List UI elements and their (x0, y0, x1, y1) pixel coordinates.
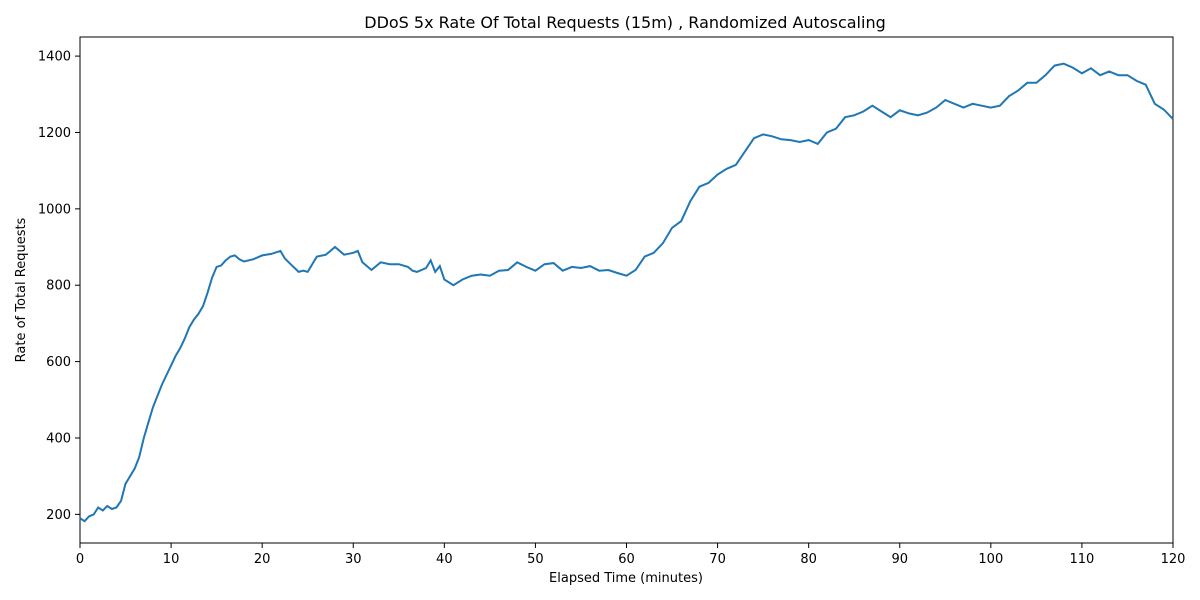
y-tick-label: 200 (46, 508, 71, 523)
y-tick-label: 1200 (38, 126, 71, 141)
x-tick-label: 30 (345, 552, 362, 567)
chart-title: DDoS 5x Rate Of Total Requests (15m) , R… (364, 13, 886, 32)
x-tick-label: 20 (254, 552, 271, 567)
x-tick-label: 50 (527, 552, 544, 567)
plot-frame (79, 36, 1174, 544)
x-tick-label: 10 (163, 552, 180, 567)
x-axis-label: Elapsed Time (minutes) (549, 571, 703, 586)
y-tick-label: 1000 (38, 202, 71, 217)
x-tick-label: 70 (709, 552, 726, 567)
x-tick-label: 120 (1161, 552, 1186, 567)
y-tick-label: 800 (46, 279, 71, 294)
y-axis: 200 400 600 800 1000 1200 1400 (38, 50, 80, 523)
x-tick-label: 110 (1070, 552, 1095, 567)
y-tick-label: 1400 (38, 50, 71, 65)
y-tick-label: 600 (46, 355, 71, 370)
x-tick-label: 90 (891, 552, 908, 567)
x-tick-label: 100 (978, 552, 1003, 567)
x-tick-label: 60 (618, 552, 635, 567)
series-line (79, 62, 1174, 523)
y-axis-label: Rate of Total Requests (14, 217, 29, 362)
x-tick-label: 80 (800, 552, 817, 567)
x-tick-label: 40 (436, 552, 453, 567)
x-tick-label: 0 (76, 552, 84, 567)
y-tick-label: 400 (46, 431, 71, 446)
x-axis: 0 10 20 30 40 50 60 70 80 90 100 110 120 (76, 543, 1186, 567)
